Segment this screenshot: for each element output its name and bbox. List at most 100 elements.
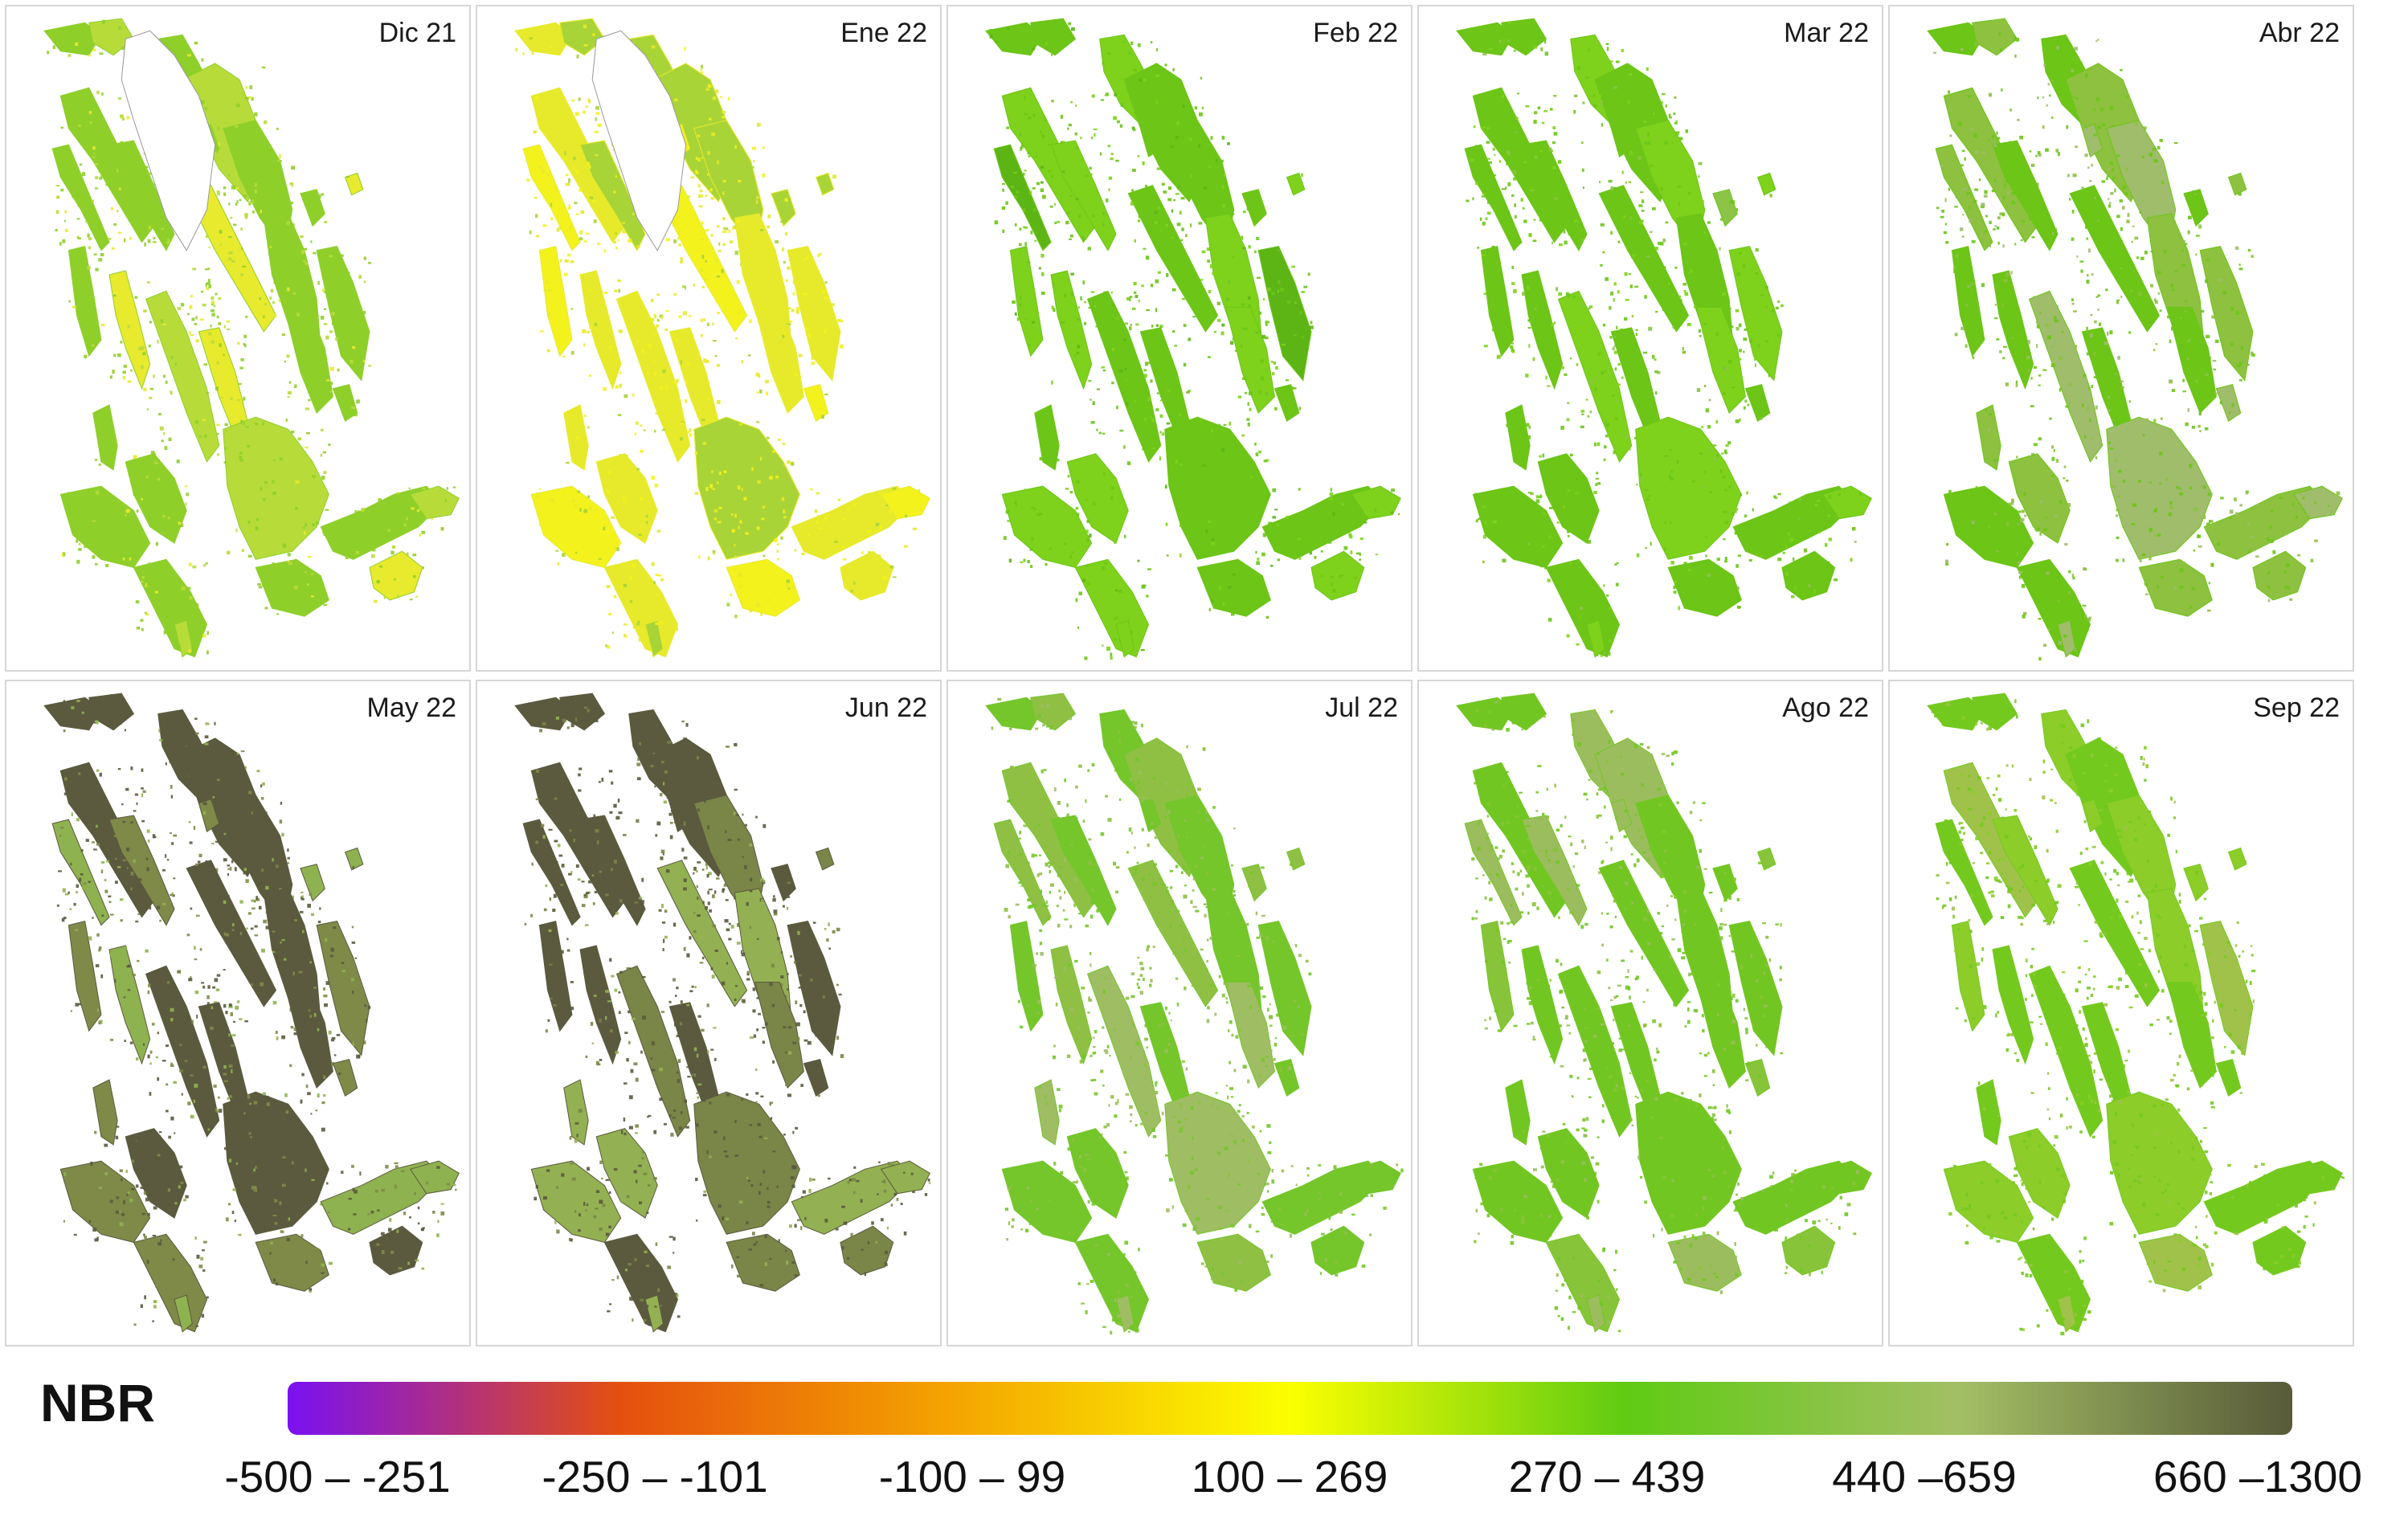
forest-stand-polygon	[133, 1233, 208, 1333]
pixel-speckle	[2148, 528, 2152, 533]
forest-stand-polygon	[1935, 144, 1993, 251]
pixel-speckle	[100, 436, 104, 441]
pixel-speckle	[1543, 520, 1547, 525]
pixel-speckle	[276, 507, 280, 511]
pixel-speckle	[1375, 554, 1378, 556]
pixel-speckle	[697, 264, 701, 267]
pixel-speckle	[230, 216, 233, 219]
pixel-speckle	[159, 426, 164, 431]
pixel-speckle	[223, 932, 227, 936]
pixel-speckle	[281, 974, 284, 977]
pixel-speckle	[2039, 501, 2043, 504]
pixel-speckle	[1219, 586, 1222, 590]
pixel-speckle	[2085, 225, 2089, 229]
pixel-speckle	[426, 515, 431, 519]
pixel-speckle	[188, 820, 191, 823]
pixel-speckle	[587, 709, 590, 713]
pixel-speckle	[2067, 503, 2071, 507]
pixel-speckle	[1030, 231, 1033, 235]
pixel-speckle	[1698, 270, 1702, 272]
pixel-speckle	[724, 919, 729, 923]
pixel-speckle	[606, 489, 610, 494]
pixel-speckle	[1497, 127, 1502, 130]
pixel-speckle	[1668, 474, 1671, 478]
pixel-speckle	[1265, 336, 1269, 340]
pixel-speckle	[1549, 108, 1553, 111]
pixel-speckle	[588, 869, 591, 873]
pixel-speckle	[591, 199, 596, 203]
pixel-speckle	[2022, 220, 2026, 223]
pixel-speckle	[323, 1093, 326, 1097]
pixel-speckle	[1648, 326, 1653, 331]
pixel-speckle	[1474, 492, 1478, 496]
pixel-speckle	[1732, 396, 1735, 399]
pixel-speckle	[722, 180, 726, 182]
pixel-speckle	[1006, 29, 1010, 33]
pixel-speckle	[1085, 194, 1090, 197]
pixel-speckle	[731, 513, 734, 516]
pixel-speckle	[117, 353, 121, 358]
pixel-speckle	[70, 862, 72, 866]
pixel-speckle	[305, 1165, 309, 1168]
pixel-speckle	[2198, 411, 2202, 416]
pixel-speckle	[862, 585, 866, 590]
pixel-speckle	[348, 272, 350, 274]
pixel-speckle	[1130, 324, 1133, 326]
pixel-speckle	[571, 350, 574, 355]
pixel-speckle	[779, 1041, 783, 1045]
pixel-speckle	[55, 184, 60, 187]
pixel-speckle	[157, 340, 159, 344]
pixel-speckle	[760, 966, 764, 970]
pixel-speckle	[201, 100, 205, 104]
pixel-speckle	[1523, 219, 1527, 223]
pixel-speckle	[305, 407, 309, 411]
pixel-speckle	[810, 488, 813, 491]
pixel-speckle	[260, 210, 263, 214]
pixel-speckle	[127, 325, 130, 329]
pixel-speckle	[129, 1198, 133, 1203]
pixel-speckle	[635, 627, 640, 630]
pixel-speckle	[189, 841, 193, 844]
pixel-speckle	[79, 877, 82, 882]
pixel-speckle	[1028, 116, 1032, 120]
pixel-speckle	[2106, 175, 2110, 178]
pixel-speckle	[223, 1003, 227, 1008]
pixel-speckle	[1552, 575, 1556, 580]
pixel-speckle	[178, 742, 182, 745]
pixel-speckle	[331, 312, 335, 316]
pixel-speckle	[245, 879, 249, 883]
pixel-speckle	[2134, 236, 2139, 240]
pixel-speckle	[260, 982, 264, 987]
pixel-speckle	[1177, 159, 1182, 164]
pixel-speckle	[1606, 594, 1609, 597]
pixel-speckle	[292, 1161, 294, 1165]
pixel-speckle	[272, 950, 276, 953]
pixel-speckle	[329, 255, 333, 258]
pixel-speckle	[1641, 270, 1645, 273]
pixel-speckle	[221, 1051, 224, 1054]
pixel-speckle	[418, 508, 423, 511]
nbr-map	[43, 693, 460, 1333]
pixel-speckle	[160, 319, 163, 323]
pixel-speckle	[2195, 235, 2200, 237]
pixel-speckle	[2179, 487, 2181, 490]
pixel-speckle	[225, 1217, 229, 1222]
forest-stand-polygon	[1972, 18, 2018, 56]
pixel-speckle	[75, 42, 79, 47]
pixel-speckle	[1580, 607, 1583, 611]
pixel-speckle	[1482, 53, 1487, 56]
pixel-speckle	[664, 909, 668, 913]
pixel-speckle	[2157, 145, 2161, 149]
pixel-speckle	[1523, 550, 1526, 554]
pixel-speckle	[2297, 554, 2301, 557]
pixel-speckle	[666, 75, 670, 77]
pixel-speckle	[1320, 550, 1323, 553]
pixel-speckle	[701, 956, 705, 960]
pixel-speckle	[108, 447, 111, 452]
pixel-speckle	[1999, 48, 2003, 52]
pixel-speckle	[98, 258, 103, 262]
pixel-speckle	[757, 480, 761, 484]
pixel-speckle	[772, 450, 775, 453]
pixel-speckle	[1348, 533, 1352, 537]
pixel-speckle	[323, 471, 327, 475]
